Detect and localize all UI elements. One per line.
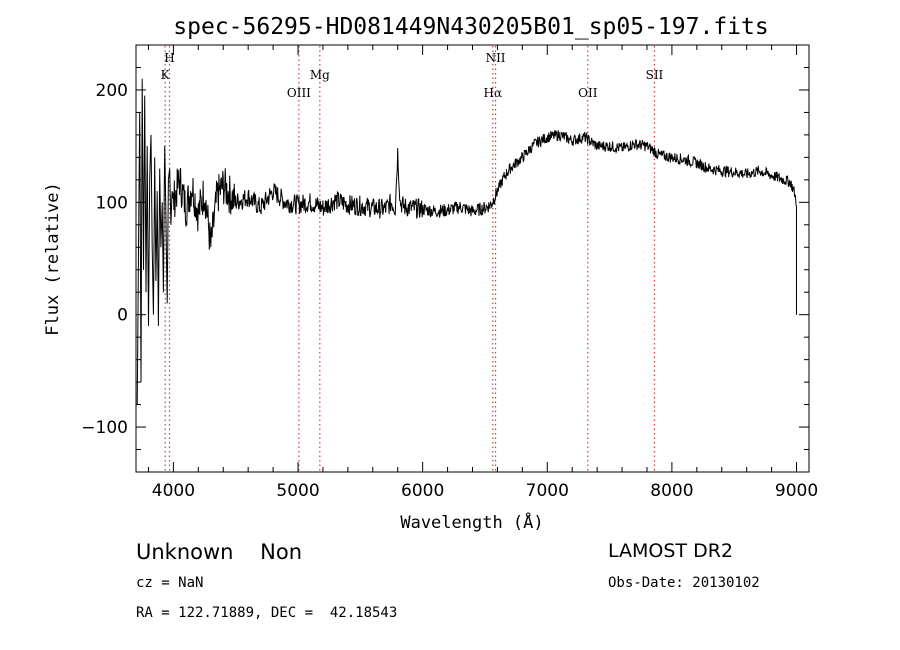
x-tick-label-5: 9000 — [775, 481, 818, 501]
y-tick-label-3: 200 — [96, 81, 128, 101]
line-label-3: Mg — [310, 68, 330, 82]
emission-line-markers: KH OIII Mg Hα NII OII SII — [161, 46, 664, 471]
x-tick-label-1: 5000 — [276, 481, 319, 501]
x-tick-label-2: 6000 — [401, 481, 444, 501]
class-label: Unknown Non — [136, 540, 303, 564]
line-label-7: SII — [646, 68, 664, 82]
y-tick-label-0: −100 — [81, 418, 128, 438]
y-axis-label: Flux (relative) — [43, 182, 63, 336]
survey-label: LAMOST DR2 — [608, 540, 733, 562]
chart-title: spec-56295-HD081449N430205B01_sp05-197.f… — [173, 14, 768, 40]
line-label-5: NII — [486, 51, 506, 65]
x-tick-label-0: 4000 — [152, 481, 195, 501]
line-label-4: Hα — [484, 86, 503, 100]
radec-label: RA = 122.71889, DEC = 42.18543 — [136, 605, 398, 621]
obs-date-label: Obs-Date: 20130102 — [608, 575, 760, 591]
cz-label: cz = NaN — [136, 575, 204, 591]
y-tick-label-2: 100 — [96, 193, 128, 213]
line-label-1: H — [164, 51, 174, 65]
x-tick-label-4: 8000 — [650, 481, 693, 501]
plot-frame — [135, 44, 810, 473]
x-axis-label: Wavelength (Å) — [400, 511, 543, 533]
line-label-0: K — [161, 68, 171, 82]
y-tick-label-1: 0 — [117, 306, 128, 326]
x-tick-label-3: 7000 — [526, 481, 569, 501]
line-label-6: OII — [578, 86, 598, 100]
axes: 4000 5000 6000 7000 8000 9000 −100 0 100 200 — [81, 44, 818, 501]
spectrum-line — [136, 78, 797, 405]
line-label-2: OIII — [287, 86, 311, 100]
